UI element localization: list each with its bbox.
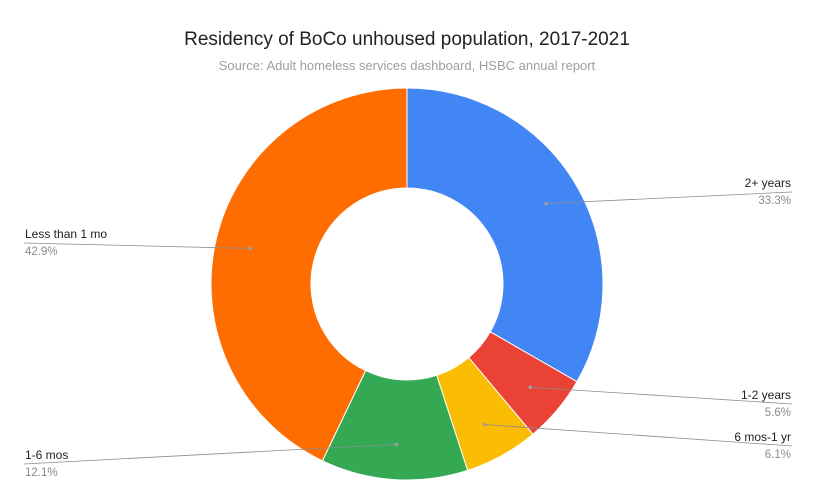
leader-dot <box>483 422 487 427</box>
slice-2-years[interactable] <box>406 87 604 383</box>
slice-label: 2+ years <box>745 176 791 190</box>
slice-labels-group: 2+ years 33.3% 1-2 years 5.6% 6 mos-1 yr 6.1%… <box>25 176 791 479</box>
leader-line <box>23 443 397 465</box>
slice-label: 6 mos-1 yr <box>734 430 791 444</box>
leader-line <box>23 242 251 249</box>
leader-dot <box>248 246 253 251</box>
slice-percent-label: 33.3% <box>758 195 791 207</box>
chart-title: Residency of BoCo unhoused population, 2… <box>184 29 630 50</box>
slice-less-than-1-mo[interactable] <box>210 87 408 462</box>
leader-line <box>530 386 793 405</box>
leader-lines-group <box>23 191 793 465</box>
slice-label: 1-6 mos <box>25 448 68 462</box>
chart-subtitle: Source: Adult homeless services dashboar… <box>219 58 596 73</box>
slices-group <box>210 87 604 481</box>
leader-line <box>484 424 793 447</box>
slice-percent-label: 42.9% <box>25 246 58 258</box>
slice-percent-label: 5.6% <box>765 407 791 419</box>
slice-percent-label: 6.1% <box>765 449 791 461</box>
slice-percent-label: 12.1% <box>25 467 58 479</box>
leader-line <box>546 191 793 204</box>
leader-dot <box>528 385 532 390</box>
leader-dot <box>544 201 548 206</box>
slice-label: 1-2 years <box>741 388 791 402</box>
leader-dot <box>394 442 399 447</box>
slice-label: Less than 1 mo <box>25 227 107 241</box>
